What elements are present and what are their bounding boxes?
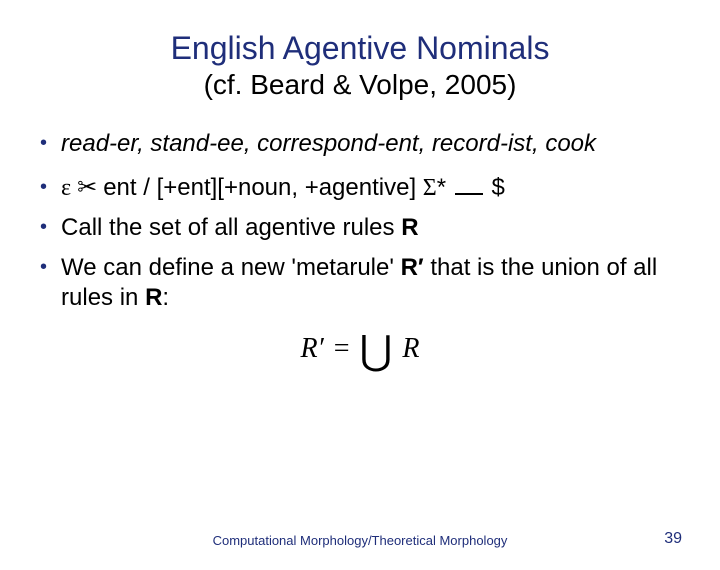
slide-title: English Agentive Nominals [0, 30, 720, 67]
formula-eq: = [334, 333, 350, 365]
bullet-item: • Call the set of all agentive rules R [40, 213, 680, 243]
union-icon: ⋃ [360, 333, 393, 369]
footer-text: Computational Morphology/Theoretical Mor… [0, 533, 720, 548]
bullet-item: • read-er, stand-ee, correspond-ent, rec… [40, 129, 680, 159]
page-number: 39 [664, 530, 682, 548]
bullet-list: • read-er, stand-ee, correspond-ent, rec… [0, 129, 720, 313]
formula-lhs: R′ [301, 333, 324, 365]
formula-rhs: R [402, 333, 419, 365]
formula: R′ = ⋃ R [0, 331, 720, 367]
bullet-item: • We can define a new 'metarule' R′ that… [40, 253, 680, 313]
bullet-dot-icon: • [40, 253, 47, 282]
bullet-text: Call the set of all agentive rules R [61, 213, 680, 243]
bullet-dot-icon: • [40, 173, 47, 202]
bullet-text: read-er, stand-ee, correspond-ent, recor… [61, 129, 680, 159]
bullet-text: We can define a new 'metarule' R′ that i… [61, 253, 680, 313]
slide-subtitle: (cf. Beard & Volpe, 2005) [0, 69, 720, 101]
bullet-item: • ε ✂ ent / [+ent][+noun, +agentive] Σ* … [40, 173, 680, 203]
bullet-text: ε ✂ ent / [+ent][+noun, +agentive] Σ* $ [61, 173, 680, 203]
bullet-dot-icon: • [40, 129, 47, 158]
bullet-dot-icon: • [40, 213, 47, 242]
blank-slot [455, 193, 483, 195]
